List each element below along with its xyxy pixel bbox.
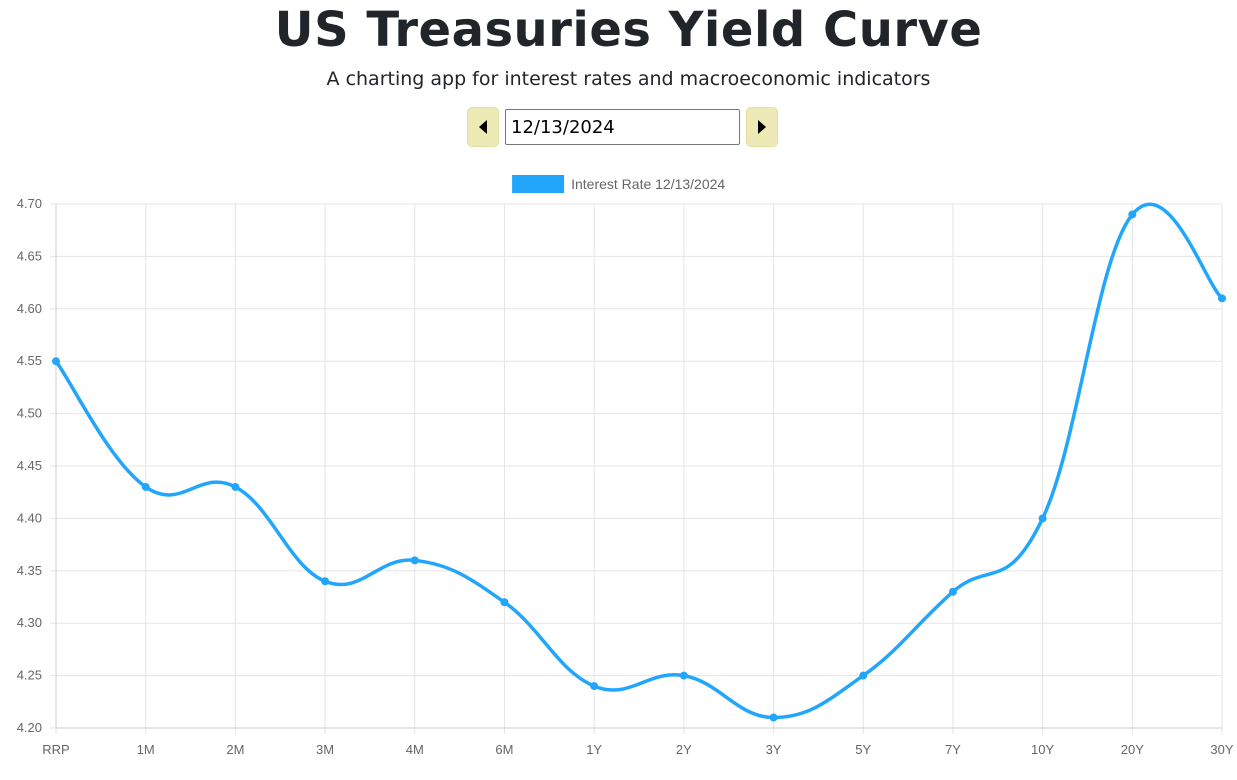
x-tick-label: 3M — [316, 742, 334, 757]
legend-label: Interest Rate 12/13/2024 — [571, 176, 725, 192]
data-point-rrp — [52, 357, 60, 366]
legend-swatch — [512, 175, 565, 193]
x-tick-label: 1Y — [586, 742, 602, 757]
page-title: US Treasuries Yield Curve — [274, 2, 983, 58]
y-tick-label: 4.40 — [17, 510, 42, 525]
x-tick-label: 20Y — [1121, 742, 1144, 757]
x-tick-label: RRP — [42, 742, 69, 757]
y-tick-label: 4.20 — [17, 720, 42, 735]
caret-right-icon — [756, 119, 768, 135]
x-tick-label: 2M — [226, 742, 244, 757]
data-point-1y — [590, 682, 599, 691]
date-controls — [467, 107, 778, 147]
y-tick-label: 4.50 — [17, 406, 42, 421]
x-tick-label: 30Y — [1210, 742, 1233, 757]
y-tick-label: 4.60 — [17, 301, 42, 316]
series-line — [54, 202, 1224, 720]
data-point-3m — [321, 577, 330, 586]
data-point-10y — [1038, 514, 1047, 523]
next-date-button[interactable] — [746, 107, 778, 147]
y-tick-label: 4.30 — [17, 615, 42, 630]
data-point-4m — [410, 556, 419, 565]
y-tick-label: 4.25 — [17, 668, 42, 683]
chart-svg: 4.20 4.25 4.30 4.35 4.40 4.45 4.50 4.55 4.60 4.65… — [17, 175, 1234, 757]
data-point-7y — [948, 587, 957, 596]
previous-date-button[interactable] — [467, 107, 499, 147]
page-subtitle: A charting app for interest rates and ma… — [326, 68, 931, 90]
x-tick-label: 6M — [495, 742, 513, 757]
x-tick-label: 4M — [406, 742, 424, 757]
x-tick-label: 2Y — [676, 742, 692, 757]
data-point-2y — [679, 671, 688, 680]
y-tick-label: 4.35 — [17, 563, 42, 578]
x-tick-label: 1M — [137, 742, 155, 757]
caret-left-icon — [477, 119, 489, 135]
date-input[interactable] — [505, 109, 740, 145]
data-point-3y — [769, 713, 778, 722]
y-tick-label: 4.70 — [17, 196, 42, 211]
data-point-1m — [141, 482, 150, 491]
y-tick-label: 4.65 — [17, 248, 42, 263]
x-tick-label: 5Y — [855, 742, 871, 757]
x-tick-label: 10Y — [1031, 742, 1054, 757]
data-point-6m — [500, 598, 509, 607]
data-point-30y — [1218, 294, 1226, 303]
y-tick-label: 4.55 — [17, 353, 42, 368]
x-tick-label: 7Y — [945, 742, 961, 757]
y-tick-label: 4.45 — [17, 458, 42, 473]
data-point-2m — [231, 482, 240, 491]
data-point-5y — [859, 671, 868, 680]
x-tick-label: 3Y — [766, 742, 782, 757]
data-point-20y — [1128, 210, 1137, 219]
yield-curve-chart: 4.20 4.25 4.30 4.35 4.40 4.45 4.50 4.55 4.60 4.65… — [0, 168, 1237, 780]
